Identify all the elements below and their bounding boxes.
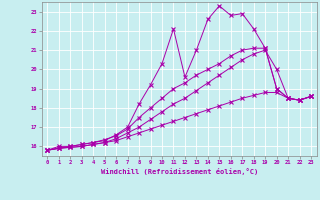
X-axis label: Windchill (Refroidissement éolien,°C): Windchill (Refroidissement éolien,°C): [100, 168, 258, 175]
